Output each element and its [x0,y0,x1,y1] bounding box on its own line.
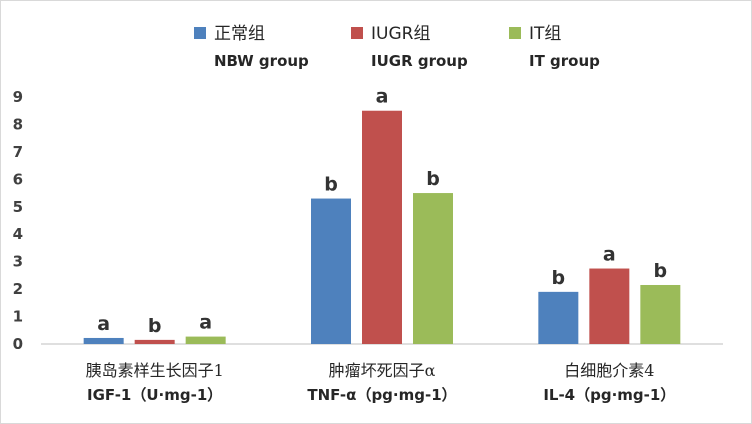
bar-0-2 [185,336,226,344]
category-label-en-0: IGF-1（U·mg-1） [87,386,222,404]
sig-label-1-2: b [426,168,440,190]
sig-label-1-0: b [324,174,338,196]
bar-2-0 [538,291,579,344]
bars [83,110,681,344]
y-tick-label-3: 3 [13,253,23,271]
bar-2-2 [640,284,681,344]
sig-label-2-2: b [654,260,668,282]
bar-0-0 [83,337,124,344]
y-tick-label-1: 1 [13,308,23,326]
sig-label-0-0: a [97,313,110,335]
category-label-en-1: TNF-α（pg·mg-1） [307,386,456,404]
y-tick-label-8: 8 [13,115,23,133]
category-label-0: 胰岛素样生长因子1 [86,361,224,380]
sig-label-1-1: a [376,86,389,108]
legend-label-en-2: IT group [529,52,600,70]
y-tick-label-9: 9 [13,88,23,106]
legend-swatch-0 [194,27,206,39]
legend-label-1: IUGR组 [371,24,430,44]
bar-1-0 [311,198,351,344]
sig-label-2-1: a [603,244,616,266]
category-label-1: 肿瘤坏死因子α [329,361,436,380]
legend-label-en-1: IUGR group [371,52,468,70]
category-label-2: 白细胞介素4 [564,361,654,380]
legend-label-2: IT组 [529,24,561,44]
legend-label-0: 正常组 [214,24,265,44]
bar-2-1 [589,268,630,344]
y-tick-label-2: 2 [13,280,23,298]
category-label-en-2: IL-4（pg·mg-1） [543,386,675,404]
legend-label-en-0: NBW group [214,52,309,70]
legend-swatch-2 [509,27,521,39]
sig-label-0-2: a [199,312,212,334]
y-tick-label-6: 6 [13,170,23,188]
bar-1-1 [362,110,402,344]
y-tick-label-5: 5 [13,198,23,216]
y-axis-tick-labels: 0 1 2 3 4 5 6 7 8 9 [13,88,23,353]
y-tick-label-0: 0 [13,335,23,353]
category-labels: 胰岛素样生长因子1 IGF-1（U·mg-1） 肿瘤坏死因子α TNF-α（pg·mg… [86,361,676,404]
legend: 正常组 NBW group IUGR组 IUGR group IT组 IT group [194,24,600,70]
sig-label-2-0: b [552,267,566,289]
legend-swatch-1 [351,27,363,39]
bar-0-1 [134,339,175,344]
significance-labels: a b a b a b b a b [97,86,667,337]
bar-1-2 [413,193,453,344]
y-tick-label-7: 7 [13,143,23,161]
sig-label-0-1: b [148,315,162,337]
y-tick-label-4: 4 [13,225,23,243]
